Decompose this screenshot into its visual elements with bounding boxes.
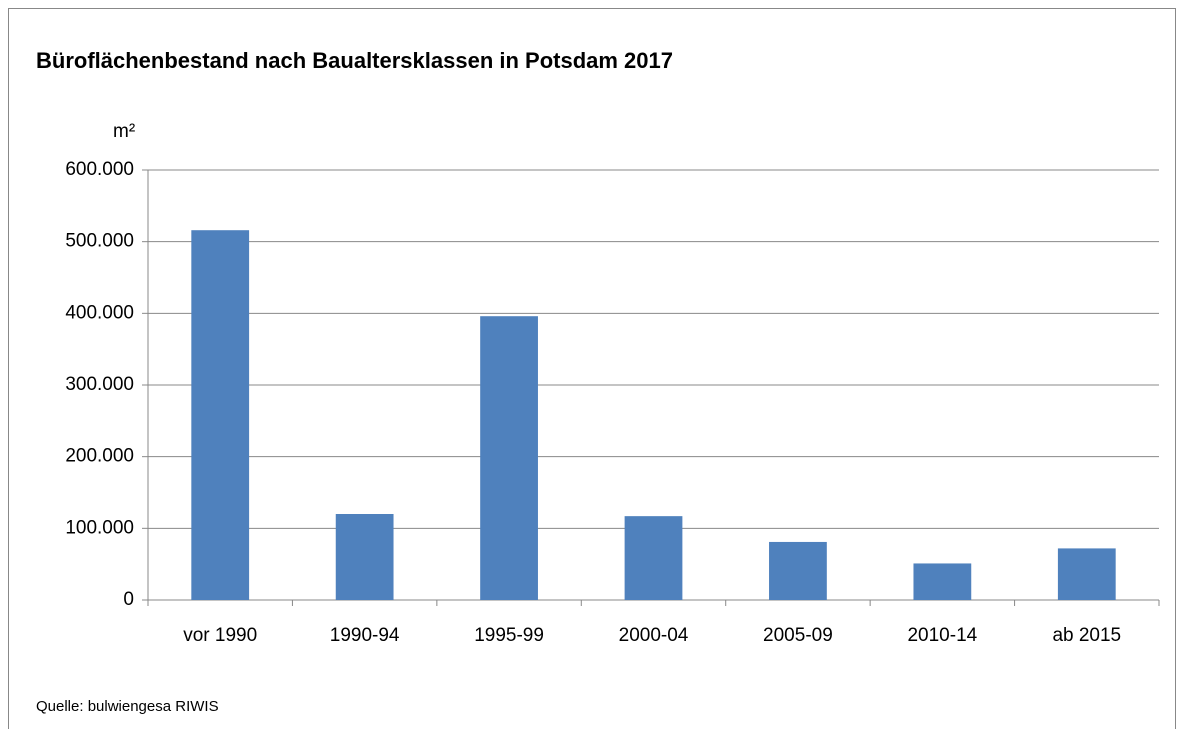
x-tick-label: 2000-04 <box>619 625 689 646</box>
y-tick-label: 500.000 <box>65 231 134 252</box>
chart-title: Büroflächenbestand nach Baualtersklassen… <box>36 48 673 73</box>
x-tick-label: vor 1990 <box>183 625 257 646</box>
bar <box>1057 548 1116 600</box>
x-tick-label: 2005-09 <box>763 625 833 646</box>
y-tick-label: 0 <box>123 589 134 610</box>
bar <box>624 516 683 600</box>
x-tick-label: 1995-99 <box>474 625 544 646</box>
bar <box>769 541 827 600</box>
y-tick-label: 400.000 <box>65 302 134 323</box>
y-axis-label: m² <box>113 121 135 142</box>
chart-frame <box>8 8 1176 729</box>
y-tick-label: 100.000 <box>65 517 134 538</box>
bar <box>191 230 250 600</box>
bar <box>913 563 972 600</box>
source-note: Quelle: bulwiengesa RIWIS <box>36 698 219 715</box>
x-tick-label: 1990-94 <box>330 625 400 646</box>
y-tick-label: 200.000 <box>65 446 134 467</box>
x-tick-label: ab 2015 <box>1052 625 1121 646</box>
y-tick-label: 600.000 <box>65 159 134 180</box>
x-tick-label: 2010-14 <box>907 625 977 646</box>
bar <box>480 316 538 600</box>
y-tick-label: 300.000 <box>65 374 134 395</box>
bar <box>335 514 394 600</box>
